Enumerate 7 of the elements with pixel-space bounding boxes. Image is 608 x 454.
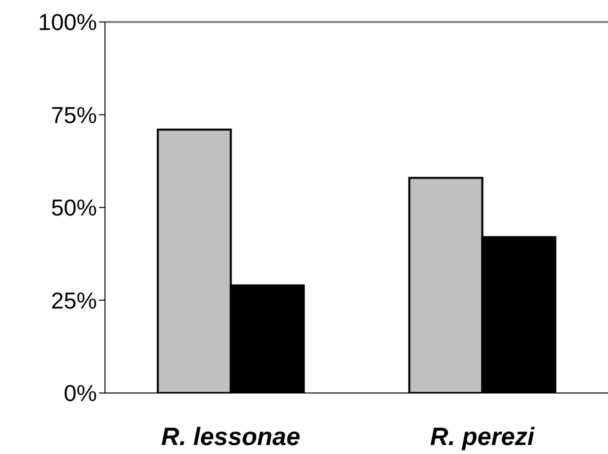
y-tick-label: 25%	[50, 287, 97, 314]
y-tick-label: 75%	[50, 102, 97, 128]
x-tick-label: R. perezi	[430, 422, 536, 451]
x-tick-label: R. lessonae	[161, 422, 300, 451]
y-tick-label: 100%	[38, 9, 97, 36]
y-tick-label: 0%	[64, 380, 97, 406]
y-tick-label: 50%	[50, 194, 97, 221]
